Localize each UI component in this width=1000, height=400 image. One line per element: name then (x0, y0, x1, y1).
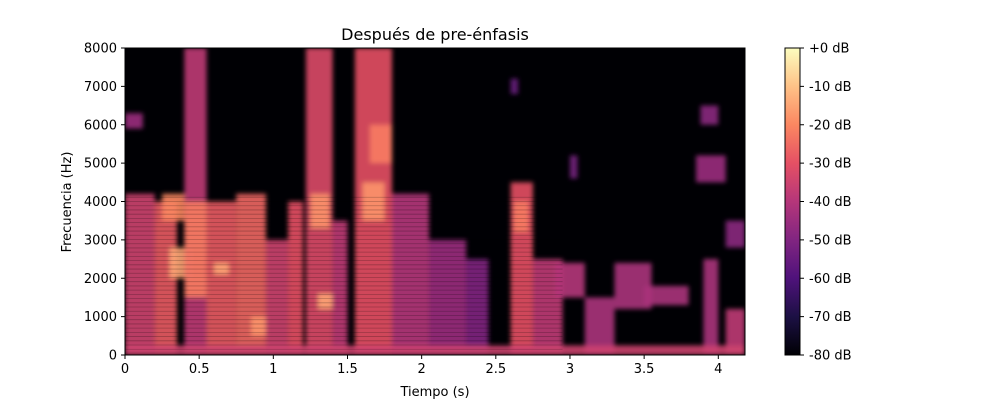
heatmap-cell (391, 193, 430, 355)
heatmap-cell (213, 262, 229, 275)
heatmap-cell (696, 155, 726, 183)
heatmap-cell (369, 124, 392, 164)
colorbar-tick-label: +0 dB (809, 42, 849, 57)
colorbar: +0 dB -10 dB -20 dB -30 dB -40 dB -50 dB -60 d… (784, 42, 852, 364)
x-tick-label: 2.5 (485, 362, 506, 377)
heatmap-cell (700, 105, 719, 125)
heatmap-cell (703, 259, 719, 355)
heatmap-cell (429, 239, 467, 355)
y-tick-label: 4000 (84, 195, 117, 210)
x-tick-label: 4 (714, 362, 722, 377)
x-tick-label: 2 (418, 362, 426, 377)
y-tick-label: 1000 (84, 310, 117, 325)
heatmap-cell (288, 201, 303, 355)
heatmap-cell (510, 78, 519, 95)
heatmap-energy-regions (125, 48, 745, 355)
heatmap-cell (725, 220, 745, 248)
y-tick-label: 2000 (84, 272, 117, 287)
colorbar-gradient (784, 47, 801, 356)
colorbar-ticks: +0 dB -10 dB -20 dB -30 dB -40 dB -50 dB -60 d… (800, 42, 852, 364)
heatmap-cell (125, 193, 155, 355)
x-tick-label: 0.5 (189, 362, 210, 377)
colorbar-tick-label: -80 dB (809, 349, 852, 364)
x-tick-label: 3 (566, 362, 574, 377)
heatmap-cell (310, 193, 330, 229)
heatmap-cell (206, 201, 237, 355)
x-tick-label: 1 (269, 362, 277, 377)
heatmap-cell (466, 259, 489, 355)
harmonic-striations (125, 196, 563, 350)
heatmap-cell (725, 308, 745, 355)
colorbar-tick-label: -70 dB (809, 310, 852, 325)
heatmap-cell (555, 262, 585, 298)
heatmap-cell (251, 316, 266, 336)
y-axis-ticks: 0 1000 2000 3000 4000 5000 6000 7000 8000 (84, 42, 125, 364)
heatmap-cell (125, 113, 143, 129)
x-axis-ticks: 0 0.5 1 1.5 2 2.5 3 3.5 4 (121, 355, 722, 377)
colorbar-tick-label: -40 dB (809, 195, 852, 210)
heatmap-cell (184, 201, 207, 298)
colorbar-tick-label: -30 dB (809, 157, 852, 172)
heatmap-cell (125, 345, 745, 355)
y-tick-label: 6000 (84, 118, 117, 133)
heatmap-cell (154, 201, 177, 355)
x-tick-label: 1.5 (337, 362, 358, 377)
heatmap-cell (332, 220, 348, 355)
y-tick-label: 7000 (84, 80, 117, 95)
heatmap-cell (569, 155, 578, 179)
heatmap-cell (644, 285, 689, 306)
heatmap-cell (513, 201, 529, 233)
heatmap-cell (317, 293, 333, 309)
colorbar-tick-label: -50 dB (809, 233, 852, 248)
colorbar-tick-label: -10 dB (809, 80, 852, 95)
colorbar-tick-label: -20 dB (809, 118, 852, 133)
y-tick-label: 5000 (84, 157, 117, 172)
y-axis-label: Frecuencia (Hz) (60, 152, 75, 253)
x-tick-label: 3.5 (634, 362, 655, 377)
heatmap-cell (162, 193, 185, 221)
y-tick-label: 8000 (84, 42, 117, 57)
y-tick-label: 0 (109, 349, 117, 364)
heatmap-cell (362, 182, 385, 221)
plot-area (124, 47, 746, 356)
x-axis-label: Tiempo (s) (399, 385, 469, 400)
chart-title: Después de pre-énfasis (341, 25, 529, 44)
heatmap-cell (265, 239, 289, 355)
colorbar-tick-label: -60 dB (809, 272, 852, 287)
spectrogram-heatmap (125, 48, 745, 355)
x-tick-label: 0 (121, 362, 129, 377)
y-tick-label: 3000 (84, 233, 117, 248)
